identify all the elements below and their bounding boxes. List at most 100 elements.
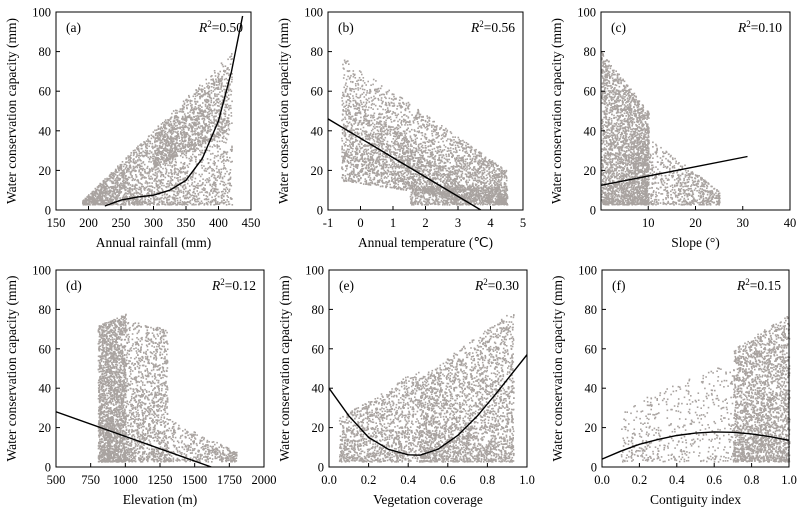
data-point — [200, 185, 202, 187]
data-point — [144, 155, 146, 157]
data-point — [220, 135, 222, 137]
data-point — [231, 115, 233, 117]
data-point — [212, 153, 214, 155]
data-point — [170, 127, 172, 129]
data-point — [199, 112, 201, 114]
data-point — [108, 193, 110, 195]
data-point — [184, 197, 186, 199]
data-point — [129, 158, 131, 160]
data-point — [190, 148, 192, 150]
data-point — [193, 113, 195, 115]
data-point — [489, 168, 491, 170]
data-point — [177, 150, 179, 152]
data-point — [196, 92, 198, 94]
data-point — [163, 176, 165, 178]
data-point — [169, 159, 171, 161]
data-point — [493, 165, 495, 167]
data-point — [436, 146, 438, 148]
data-point — [223, 160, 225, 162]
data-point — [183, 192, 185, 194]
data-point — [475, 177, 477, 179]
data-point — [123, 169, 125, 171]
data-point — [184, 122, 186, 124]
data-point — [117, 197, 119, 199]
data-point — [189, 163, 191, 165]
data-point — [387, 91, 389, 93]
data-point — [183, 196, 185, 198]
x-tick-label: 200 — [79, 216, 98, 230]
data-point — [113, 189, 115, 191]
data-point — [198, 105, 200, 107]
data-point — [117, 167, 119, 169]
data-point — [209, 91, 211, 93]
data-point — [214, 70, 216, 72]
data-point — [166, 194, 168, 196]
data-point — [198, 117, 200, 119]
data-point — [127, 182, 129, 184]
data-point — [228, 160, 230, 162]
data-point — [168, 121, 170, 123]
data-point — [179, 140, 181, 142]
data-point — [228, 201, 230, 203]
data-point — [408, 102, 410, 104]
data-point — [382, 126, 384, 128]
data-point — [198, 116, 200, 118]
data-point — [428, 141, 430, 143]
data-point — [426, 138, 428, 140]
data-point — [169, 154, 171, 156]
data-point — [200, 203, 202, 205]
data-point — [360, 100, 362, 102]
data-point — [132, 188, 134, 190]
data-point — [111, 174, 113, 176]
data-point — [113, 195, 115, 197]
data-point — [205, 180, 207, 182]
data-point — [106, 180, 108, 182]
data-point — [220, 174, 222, 176]
data-point — [186, 101, 188, 103]
data-point — [132, 169, 134, 171]
data-point — [154, 130, 156, 132]
data-point — [221, 62, 223, 64]
data-point — [216, 180, 218, 182]
data-point — [449, 162, 451, 164]
data-point — [220, 118, 222, 120]
data-point — [100, 189, 102, 191]
data-point — [491, 171, 493, 173]
data-point — [402, 170, 404, 172]
data-point — [172, 131, 174, 133]
panel-a: (a) R2=0.50 Annual rainfall (mm) Water c… — [4, 6, 260, 251]
data-point — [362, 89, 364, 91]
data-point — [105, 183, 107, 185]
data-point — [121, 191, 123, 193]
data-point — [180, 155, 182, 157]
data-point — [92, 204, 94, 206]
data-point — [225, 65, 227, 67]
data-point — [349, 144, 351, 146]
data-point — [170, 118, 172, 120]
data-point — [215, 179, 217, 181]
data-point — [168, 124, 170, 126]
data-point — [154, 153, 156, 155]
data-point — [118, 179, 120, 181]
data-point — [216, 80, 218, 82]
data-point — [196, 101, 198, 103]
data-point — [230, 105, 232, 107]
data-point — [189, 111, 191, 113]
data-point — [167, 136, 169, 138]
data-point — [156, 186, 158, 188]
data-point — [156, 173, 158, 175]
data-point — [161, 147, 163, 149]
data-point — [204, 170, 206, 172]
data-point — [219, 101, 221, 103]
data-point — [178, 188, 180, 190]
data-point — [210, 167, 212, 169]
data-point — [184, 137, 186, 139]
data-point — [188, 100, 190, 102]
data-point — [216, 171, 218, 173]
data-point — [160, 146, 162, 148]
data-point — [175, 148, 177, 150]
data-point — [172, 125, 174, 127]
data-point — [491, 165, 493, 167]
data-point — [160, 176, 162, 178]
data-point — [464, 141, 466, 143]
